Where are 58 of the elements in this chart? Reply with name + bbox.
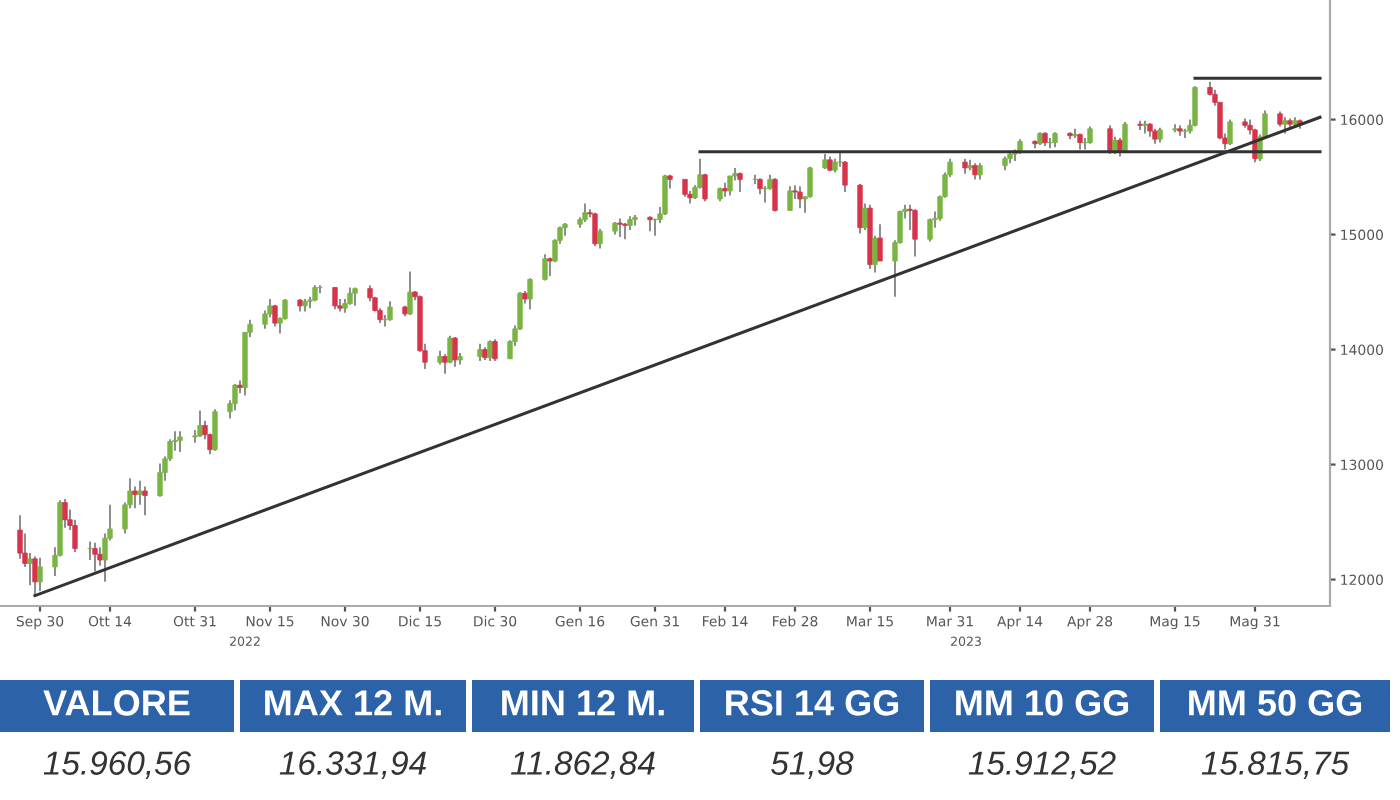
candlestick xyxy=(142,485,148,516)
text: 15.960,56 xyxy=(43,751,192,779)
candlestick xyxy=(232,383,238,412)
text: 15.912,52 xyxy=(968,751,1116,779)
candlestick xyxy=(197,409,203,438)
candlestick xyxy=(32,555,38,597)
candlestick xyxy=(177,430,183,453)
text: 16.331,94 xyxy=(279,751,426,779)
candlestick xyxy=(407,270,413,316)
candlestick xyxy=(92,541,98,573)
candlestick xyxy=(772,177,778,213)
candlestick xyxy=(842,160,848,193)
candlestick xyxy=(1192,85,1198,128)
text: 15.815,75 xyxy=(1201,751,1350,779)
candlestick xyxy=(37,556,43,592)
candlestick xyxy=(1142,119,1148,135)
text: MAX 12 M. xyxy=(265,690,441,716)
candlestick xyxy=(1122,121,1128,153)
candlestick xyxy=(927,217,933,243)
text: RSI 14 GG xyxy=(726,690,899,716)
text: VALORE xyxy=(43,690,190,716)
text: 51,98 xyxy=(771,751,854,779)
candlestick xyxy=(737,171,743,193)
candlestick xyxy=(727,175,733,197)
candlestick xyxy=(797,185,803,209)
candlestick xyxy=(1107,124,1113,155)
candlestick xyxy=(647,215,653,232)
text: MM 10 GG xyxy=(956,690,1129,716)
candlestick xyxy=(837,152,843,168)
candlestick xyxy=(787,185,793,212)
candlestick xyxy=(132,485,138,510)
candlestick xyxy=(1137,119,1143,131)
candlestick xyxy=(807,165,813,199)
candlestick xyxy=(542,253,548,282)
candlestick xyxy=(792,184,798,200)
text: 11.862,84 xyxy=(510,751,655,779)
candlestick xyxy=(452,336,458,368)
candlestick xyxy=(617,217,623,238)
candlestick xyxy=(492,338,498,362)
candlestick xyxy=(352,286,358,307)
candlestick xyxy=(582,202,588,223)
candlestick xyxy=(212,408,218,452)
candlestick xyxy=(1182,127,1188,139)
candlestick xyxy=(622,222,628,241)
candlestick xyxy=(387,300,393,322)
text: MM 50 GG xyxy=(1189,690,1362,716)
text: MIN 12 M. xyxy=(502,690,664,716)
candlestick xyxy=(527,277,533,311)
candlestick xyxy=(912,208,918,258)
candlestick xyxy=(332,286,338,311)
candlestick xyxy=(857,183,863,235)
candlestick xyxy=(17,514,23,560)
candlestick xyxy=(1227,118,1233,146)
candlestick xyxy=(592,211,598,247)
candlestick xyxy=(597,227,603,250)
candlestick xyxy=(487,339,493,362)
candlestick xyxy=(157,462,163,498)
candlestick xyxy=(442,353,448,375)
